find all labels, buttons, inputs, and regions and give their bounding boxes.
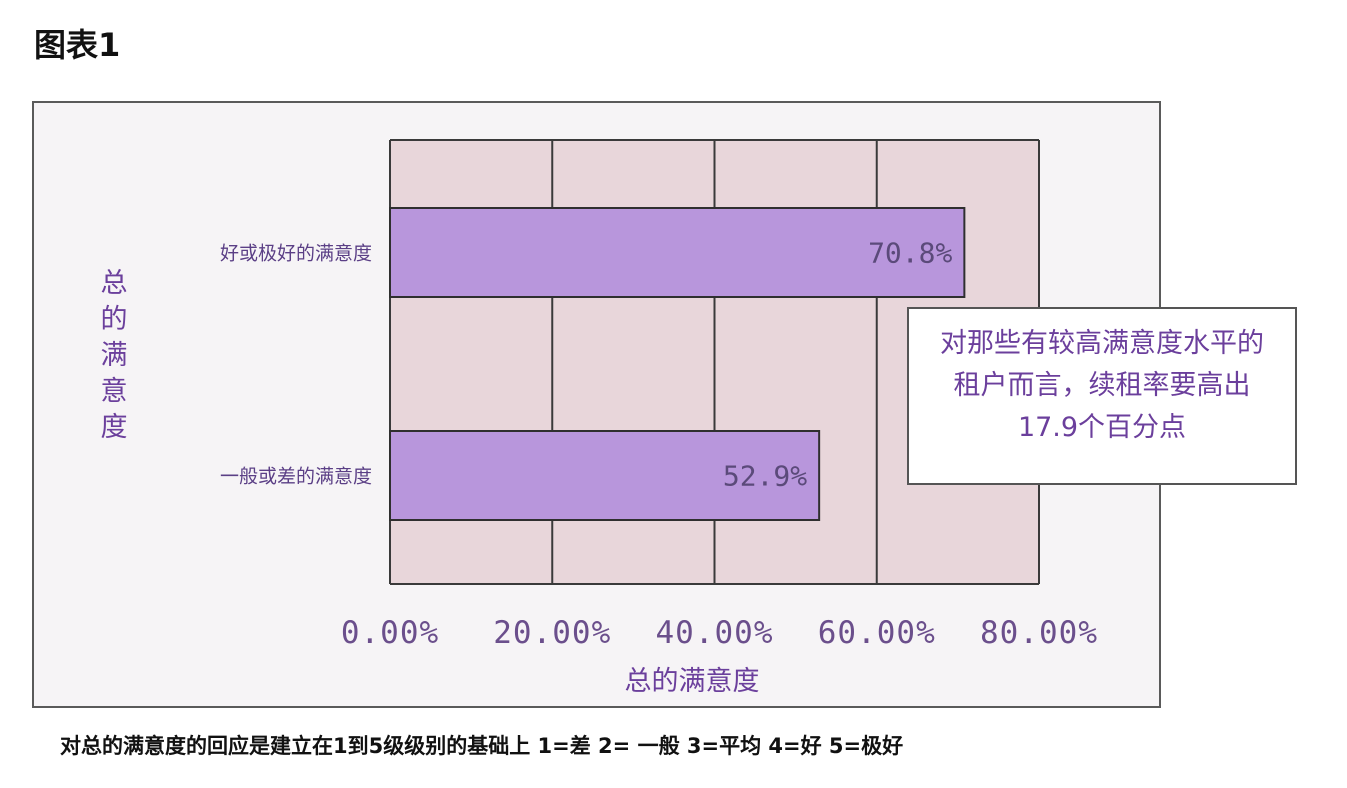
bar-1 <box>389 430 821 521</box>
bar-value-label-0: 70.8% <box>868 237 952 270</box>
bar-value-label-1: 52.9% <box>723 460 807 493</box>
y-axis-label: 总的满意度 <box>101 268 128 443</box>
figure-title: 图表1 <box>34 26 121 64</box>
category-label-0: 好或极好的满意度 <box>220 243 372 265</box>
category-label-1: 一般或差的满意度 <box>220 466 372 488</box>
x-tick-label-1: 20.00% <box>493 615 611 651</box>
x-tick-label-4: 80.00% <box>980 615 1098 651</box>
bar-0 <box>389 207 966 298</box>
x-axis-label: 总的满意度 <box>625 666 760 697</box>
x-tick-label-3: 60.00% <box>818 615 936 651</box>
annotation-callout: 对那些有较高满意度水平的租户而言，续租率要高出 17.9个百分点 <box>907 307 1297 485</box>
x-tick-label-0: 0.00% <box>341 615 439 651</box>
x-tick-label-2: 40.00% <box>656 615 774 651</box>
footnote: 对总的满意度的回应是建立在1到5级级别的基础上 1=差 2= 一般 3=平均 4… <box>60 734 904 758</box>
